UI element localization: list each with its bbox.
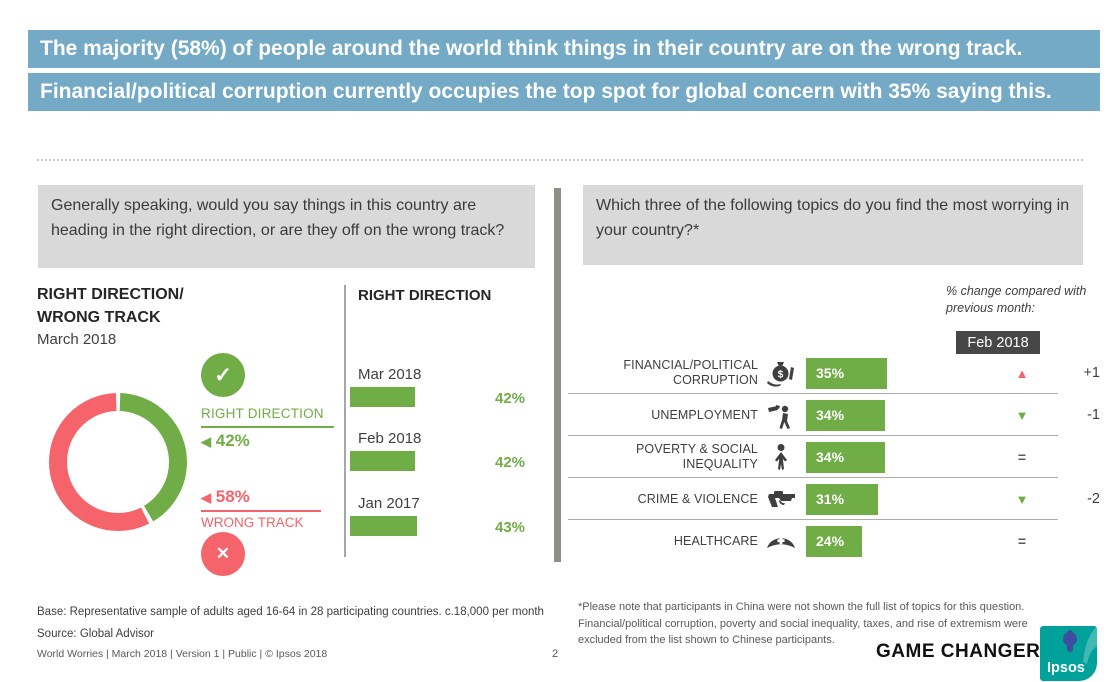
nurse-cap-icon [758, 530, 804, 552]
right-direction-value: ◀ 42% [201, 431, 250, 451]
dotted-divider [37, 159, 1083, 161]
wrong-track-pct: 58% [215, 487, 250, 506]
document-info: World Worries | March 2018 | Version 1 |… [37, 648, 328, 660]
worry-bar-value: 35% [816, 364, 845, 381]
change-delta: -2 [1087, 491, 1100, 507]
trend-row-label: Jan 2017 [358, 495, 420, 512]
left-question-box: Generally speaking, would you say things… [38, 185, 535, 268]
pointing-hand-person-icon [758, 401, 804, 429]
cross-glyph: ✕ [215, 544, 231, 563]
wrong-track-value: ◀ 58% [201, 487, 250, 507]
base-note: Base: Representative sample of adults ag… [37, 602, 544, 646]
revolver-icon [758, 486, 804, 512]
worry-bar: 34% [806, 399, 885, 431]
change-direction-icon: = [1017, 449, 1027, 465]
worry-bar: 31% [806, 483, 878, 515]
vertical-divider [554, 188, 561, 562]
footnote: *Please note that participants in China … [578, 601, 1028, 646]
trend-bar [350, 451, 416, 471]
trend-column-divider [344, 285, 536, 557]
trend-title: RIGHT DIRECTION [358, 287, 492, 304]
trend-bar [350, 516, 417, 536]
worry-bar-value: 34% [816, 448, 845, 465]
right-question-box: Which three of the following topics do y… [583, 185, 1083, 265]
worry-bar-value: 31% [816, 490, 845, 507]
worry-label: UNEMPLOYMENT [651, 407, 758, 422]
wrong-track-label: WRONG TRACK [201, 515, 304, 530]
donut-chart [49, 393, 187, 531]
cross-circle-icon: ✕ [201, 532, 245, 576]
headline-banner-1: The majority (58%) of people around the … [28, 30, 1100, 68]
worry-label: HEALTHCARE [673, 533, 758, 548]
donut-chart-title-line2: WRONG TRACK [37, 309, 161, 327]
worry-label: FINANCIAL/POLITICAL CORRUPTION [623, 358, 758, 387]
trend-row-value: 42% [495, 390, 526, 407]
donut-chart-title: RIGHT DIRECTION/ WRONG TRACK [37, 283, 184, 329]
left-arrow-icon: ◀ [201, 434, 211, 449]
worry-bar-value: 24% [816, 532, 845, 549]
check-glyph: ✓ [214, 363, 232, 387]
change-direction-icon: = [1017, 533, 1027, 549]
worry-bar: 24% [806, 525, 862, 557]
source-note: Source: Global Advisor [37, 627, 154, 640]
trend-row-value: 43% [495, 519, 526, 536]
trend-row-value: 42% [495, 454, 526, 471]
person-icon [758, 443, 804, 471]
worry-row: CRIME & VIOLENCE 31% ▼ -2 [568, 478, 1108, 520]
worry-row: FINANCIAL/POLITICAL CORRUPTION $ 35% ▲ +… [568, 352, 1108, 394]
worry-bar: 34% [806, 441, 885, 473]
worry-row: HEALTHCARE 24% = [568, 520, 1108, 562]
trend-bar [350, 387, 416, 407]
worry-row: UNEMPLOYMENT 34% ▼ -1 [568, 394, 1108, 436]
change-note: % change compared with previous month: [946, 284, 1087, 315]
trend-row-label: Feb 2018 [358, 430, 422, 447]
comparison-month-badge: Feb 2018 [956, 331, 1040, 354]
change-direction-icon: ▼ [1015, 491, 1029, 507]
worry-label: POVERTY & SOCIAL INEQUALITY [635, 442, 758, 471]
change-delta: -1 [1087, 407, 1100, 423]
worry-bar: 35% [806, 357, 888, 389]
wrong-track-underline [201, 510, 321, 512]
left-arrow-icon: ◀ [201, 490, 211, 505]
right-direction-pct: 42% [215, 431, 250, 450]
worry-row: POVERTY & SOCIAL INEQUALITY 34% = [568, 436, 1108, 478]
right-direction-label: RIGHT DIRECTION [201, 406, 324, 421]
worry-bar-value: 34% [816, 406, 845, 423]
worries-list: FINANCIAL/POLITICAL CORRUPTION $ 35% ▲ +… [568, 352, 1108, 562]
ipsos-wordmark: Ipsos [1047, 660, 1085, 676]
ipsos-logo: Ipsos [1040, 626, 1097, 681]
page-number: 2 [552, 648, 559, 660]
change-direction-icon: ▼ [1015, 407, 1029, 423]
game-changers-tagline: GAME CHANGERS [876, 641, 1054, 662]
worry-label: CRIME & VIOLENCE [637, 491, 758, 506]
money-bag-icon: $ [758, 359, 804, 387]
headline-banner-2: Financial/political corruption currently… [28, 73, 1100, 111]
right-direction-underline [201, 426, 334, 428]
svg-text:$: $ [778, 370, 784, 381]
donut-chart-subtitle: March 2018 [37, 331, 117, 348]
change-delta: +1 [1083, 365, 1100, 381]
donut-chart-title-line1: RIGHT DIRECTION/ [37, 286, 184, 303]
check-circle-icon: ✓ [201, 353, 245, 397]
change-direction-icon: ▲ [1015, 365, 1029, 381]
base-note-line1: Base: Representative sample of adults ag… [37, 606, 544, 618]
trend-row-label: Mar 2018 [358, 366, 422, 383]
